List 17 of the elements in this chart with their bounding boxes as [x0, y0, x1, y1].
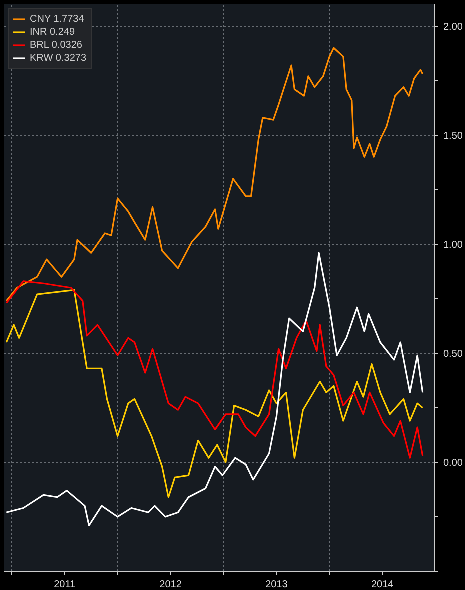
y-tick-label: 0.50	[444, 348, 464, 360]
legend-label: KRW 0.3273	[30, 52, 87, 64]
legend-label: CNY 1.7734	[30, 13, 84, 25]
x-tick-label: 2014	[371, 580, 394, 590]
line-series	[6, 252, 424, 527]
x-tick-label: 2011	[54, 580, 76, 590]
y-tick-label: 0.00	[444, 458, 464, 469]
line-series	[6, 47, 424, 302]
x-tick-label: 2013	[266, 580, 288, 590]
y-tick-label: 1.00	[444, 240, 464, 251]
y-tick-label: 2.00	[444, 22, 464, 33]
legend-label: BRL 0.0326	[30, 39, 82, 51]
line-series	[6, 280, 424, 459]
line-series	[6, 289, 424, 498]
legend-label: INR 0.249	[30, 26, 76, 38]
x-tick-label: 2012	[160, 580, 182, 590]
y-tick-label: 1.50	[444, 130, 464, 142]
